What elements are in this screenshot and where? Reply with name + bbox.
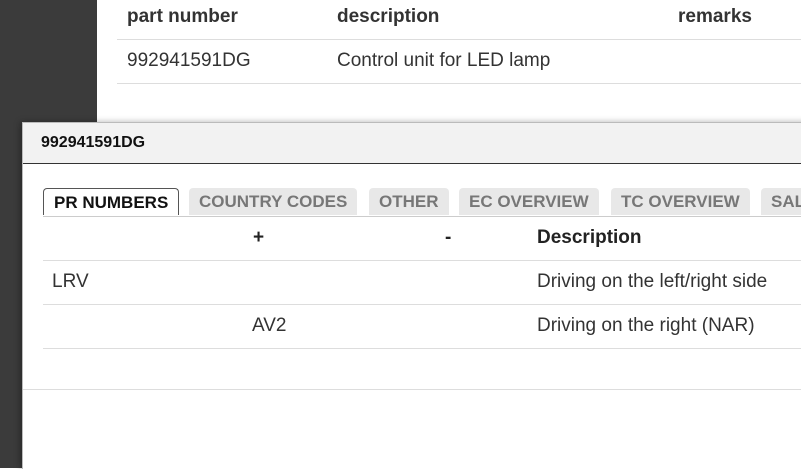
row-divider [43, 304, 801, 305]
column-header: part number [127, 6, 238, 27]
tab[interactable]: OTHER [369, 188, 449, 215]
column-header: + [253, 227, 265, 248]
cell: 992941591DG [127, 50, 251, 71]
tab[interactable]: SAL [761, 188, 801, 215]
cell: LRV [52, 271, 89, 292]
cell: AV2 [252, 315, 287, 336]
row-divider [117, 83, 801, 84]
tab[interactable]: TC OVERVIEW [611, 188, 750, 215]
tab[interactable]: EC OVERVIEW [459, 188, 599, 215]
row-divider [43, 348, 801, 349]
dialog-header: 992941591DG [23, 123, 801, 164]
dialog: 992941591DG PR NUMBERS COUNTRY CODES OTH… [22, 122, 801, 469]
column-header: - [445, 227, 452, 248]
section-divider [23, 389, 801, 390]
cell: Control unit for LED lamp [337, 50, 551, 71]
column-header: description [337, 6, 440, 27]
row-divider [117, 39, 801, 40]
cell: Driving on the right (NAR) [537, 315, 755, 336]
tab[interactable]: PR NUMBERS [43, 188, 180, 215]
dialog-title: 992941591DG [41, 134, 146, 151]
column-header: Description [537, 227, 642, 248]
cell: Driving on the left/right side [537, 271, 768, 292]
row-divider [43, 260, 801, 261]
column-header: remarks [678, 6, 752, 27]
tab-baseline [43, 216, 801, 217]
tab[interactable]: COUNTRY CODES [189, 188, 358, 215]
